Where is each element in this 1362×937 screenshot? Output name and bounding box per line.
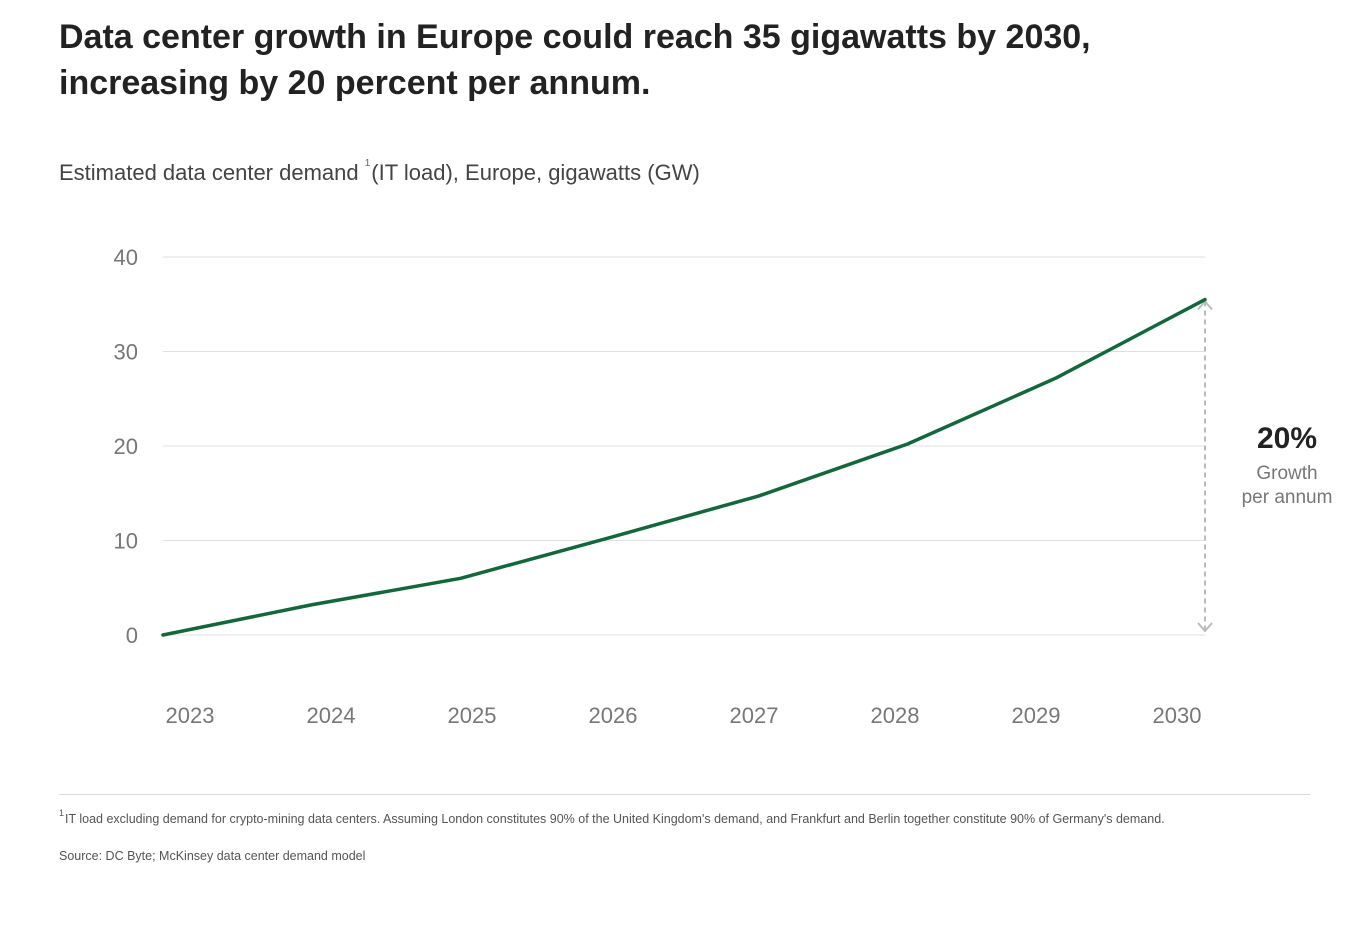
growth-arrow-head-down [1197, 622, 1213, 633]
growth-callout-value: 20% [1256, 422, 1318, 455]
x-tick-label-2029: 2029 [1012, 703, 1061, 728]
series-line-0 [161, 297, 1207, 637]
y-tick-label-10: 10 [114, 529, 138, 554]
footnote-text: IT load excluding demand for crypto-mini… [65, 812, 1165, 826]
x-tick-label-2027: 2027 [730, 703, 779, 728]
x-tick-label-2030: 2030 [1153, 703, 1202, 728]
y-tick-label-30: 30 [114, 340, 138, 365]
growth-arrow-head-up [1197, 300, 1213, 311]
growth-callout-label-line2: per annum [1241, 487, 1333, 508]
gridlines [163, 256, 1205, 636]
growth-arrow [1197, 300, 1213, 633]
growth-callout-label-line1: Growth [1256, 463, 1318, 484]
subtitle-text-before: Estimated data center demand [59, 160, 365, 185]
growth-callout-label: Growth per annum [1222, 462, 1352, 510]
y-tick-label-20: 20 [114, 434, 138, 459]
series-layer [161, 297, 1207, 637]
subtitle-text-after: (IT load), Europe, gigawatts (GW) [371, 160, 700, 185]
footnote: 1IT load excluding demand for crypto-min… [59, 808, 1165, 826]
y-tick-label-0: 0 [126, 623, 138, 648]
x-tick-label-2024: 2024 [307, 703, 356, 728]
x-tick-label-2028: 2028 [871, 703, 920, 728]
y-axis-ticks: 0 10 20 30 40 [114, 245, 138, 648]
x-axis-ticks: 2023 2024 2025 2026 2027 2028 2029 2030 [166, 703, 1202, 728]
chart-subtitle: Estimated data center demand 1(IT load),… [59, 158, 700, 186]
source-note: Source: DC Byte; McKinsey data center de… [59, 849, 366, 863]
chart-title: Data center growth in Europe could reach… [59, 18, 1091, 102]
y-tick-label-40: 40 [114, 245, 138, 270]
x-tick-label-2025: 2025 [448, 703, 497, 728]
footer-divider [59, 794, 1310, 795]
x-tick-label-2023: 2023 [166, 703, 215, 728]
footnote-marker: 1 [59, 808, 65, 818]
x-tick-label-2026: 2026 [589, 703, 638, 728]
subtitle-footnote-marker: 1 [364, 158, 371, 169]
